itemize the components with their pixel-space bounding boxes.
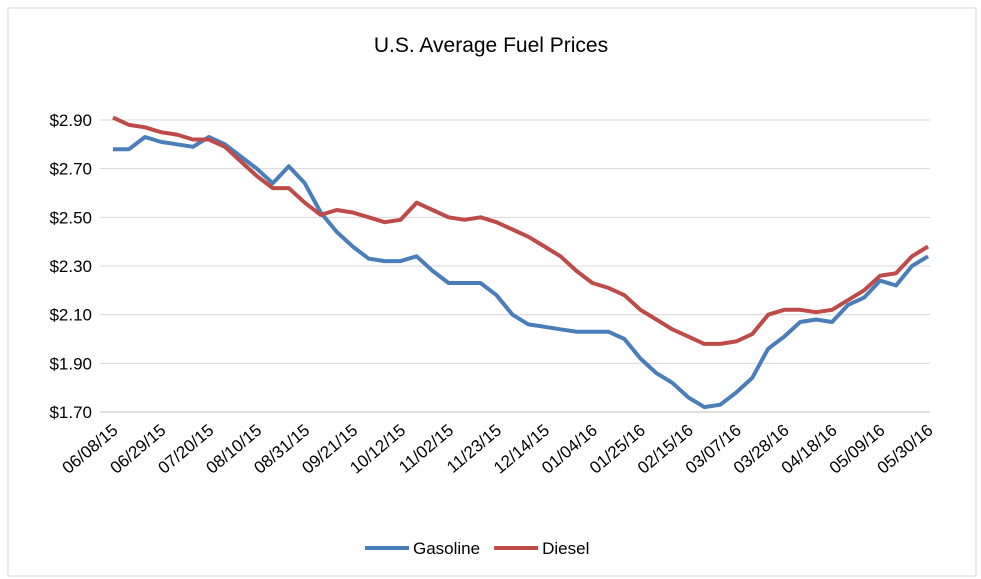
line-series (112, 115, 930, 346)
y-tick-label: $2.70 (49, 160, 92, 179)
y-tick-label: $2.10 (49, 306, 92, 325)
y-tick-label: $2.30 (49, 257, 92, 276)
chart-title: U.S. Average Fuel Prices (374, 34, 608, 57)
y-tick-label: $2.50 (49, 208, 92, 227)
legend-label: Diesel (542, 539, 589, 558)
line-series (113, 135, 930, 410)
y-tick-label: $1.70 (49, 403, 92, 422)
legend-label: Gasoline (413, 539, 480, 558)
y-tick-label: $1.90 (49, 354, 92, 373)
y-tick-label: $2.90 (49, 111, 92, 130)
